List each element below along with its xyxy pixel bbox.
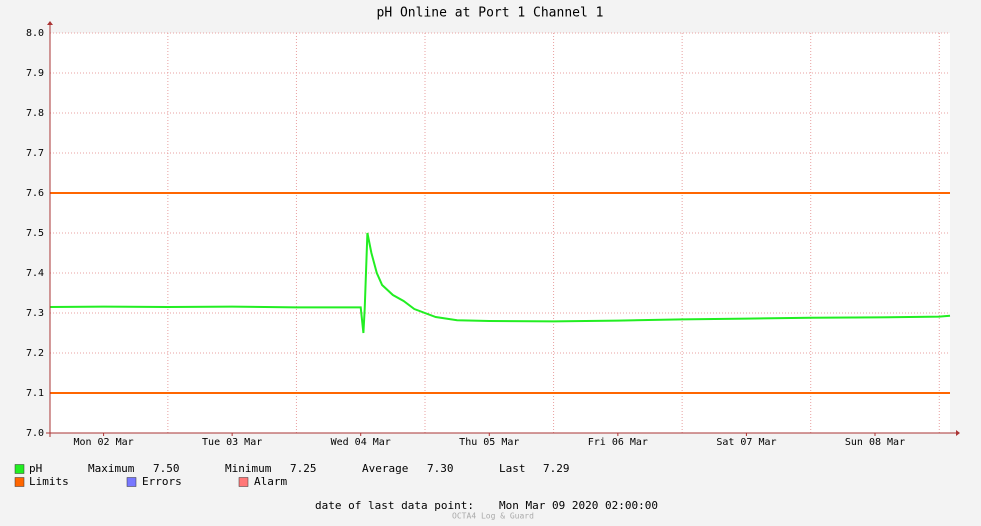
stat-label: Minimum [225,462,272,475]
stat-label: Average [362,462,408,475]
y-arrow [47,21,53,25]
legend-swatch [14,477,25,487]
stat-value: 7.30 [427,462,454,475]
x-tick-label: Sat 07 Mar [716,437,776,448]
y-tick-label: 7.3 [26,308,44,319]
x-arrow [956,430,960,436]
y-tick-label: 7.4 [26,268,44,279]
y-tick-label: 7.8 [26,108,44,119]
legend-swatch [14,464,25,474]
data-line [49,232,951,334]
legend-label: Limits [29,475,69,488]
x-tick-label: Tue 03 Mar [202,437,262,448]
stat-label: Last [499,462,526,475]
x-tick-label: Wed 04 Mar [331,437,391,448]
y-tick-label: 7.1 [26,388,44,399]
legend-swatch [126,477,137,487]
legend-swatch [238,477,249,487]
y-tick-label: 7.9 [26,68,44,79]
stat-value: 7.29 [543,462,570,475]
stat-value: 7.25 [290,462,317,475]
y-tick-label: 7.0 [26,428,44,439]
footer-value: Mon Mar 09 2020 02:00:00 [499,499,658,512]
y-tick-label: 7.7 [26,148,44,159]
legend-label: pH [29,462,42,475]
x-tick-label: Mon 02 Mar [73,437,133,448]
legend-label: Errors [142,475,182,488]
footer-label: date of last data point: [315,499,474,512]
chart-title: pH Online at Port 1 Channel 1 [377,6,604,21]
x-tick-label: Fri 06 Mar [588,437,648,448]
x-tick-label: Thu 05 Mar [459,437,519,448]
x-tick-label: Sun 08 Mar [845,437,905,448]
watermark: OCTA4 Log & Guard [452,512,534,521]
y-tick-label: 7.6 [26,188,44,199]
y-tick-label: 7.5 [26,228,44,239]
legend-label: Alarm [254,475,287,488]
y-tick-label: 7.2 [26,348,44,359]
y-tick-label: 8.0 [26,28,44,39]
stat-value: 7.50 [153,462,180,475]
stat-label: Maximum [88,462,135,475]
